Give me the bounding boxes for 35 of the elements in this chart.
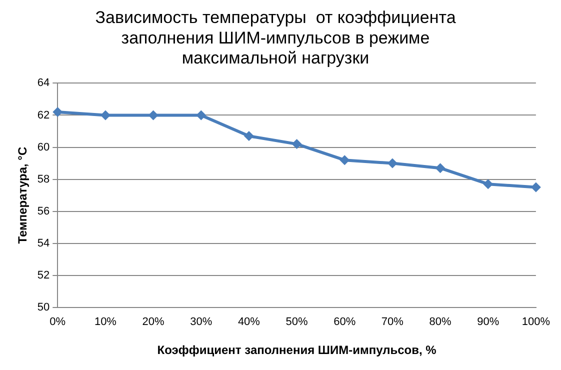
point (435, 163, 446, 174)
y-tick-label: 52 (37, 269, 50, 282)
x-tick-label: 0% (50, 316, 66, 328)
y-axis-title: Температура, °С (16, 146, 30, 244)
text: максимальной нагрузки (182, 48, 370, 68)
x-axis-title: Коэффициент заполнения ШИМ-импульсов, % (157, 343, 437, 358)
y-tick-label: 50 (37, 301, 50, 314)
point (52, 107, 63, 118)
x-tick-label: 90% (477, 316, 500, 328)
point (244, 131, 254, 142)
text: заполнения ШИМ-импульсов в режиме (121, 28, 430, 48)
y-tick-label: 56 (37, 205, 50, 218)
y-tick-label: 60 (37, 141, 50, 154)
x-tick-label: 70% (381, 316, 404, 328)
point (387, 158, 398, 168)
text: Зависимость температуры от коэффициента (95, 8, 456, 27)
point (148, 110, 158, 120)
y-tick-label: 54 (37, 237, 50, 250)
point (483, 179, 494, 190)
point (340, 155, 350, 166)
point (196, 110, 206, 120)
x-tick-label: 20% (142, 316, 165, 328)
x-tick-label: 40% (238, 316, 260, 328)
point (530, 182, 541, 192)
point (100, 110, 110, 120)
x-tick-label: 100% (522, 316, 550, 328)
y-tick-label: 64 (37, 77, 50, 90)
x-tick-label: 30% (190, 316, 212, 328)
x-tick-label: 50% (286, 316, 308, 328)
x-tick-label: 10% (94, 316, 117, 328)
y-tick-label: 58 (37, 173, 50, 186)
point (292, 139, 302, 150)
y-tick-label: 62 (37, 109, 50, 122)
x-tick-label: 80% (429, 316, 452, 328)
x-tick-label: 60% (334, 316, 356, 328)
